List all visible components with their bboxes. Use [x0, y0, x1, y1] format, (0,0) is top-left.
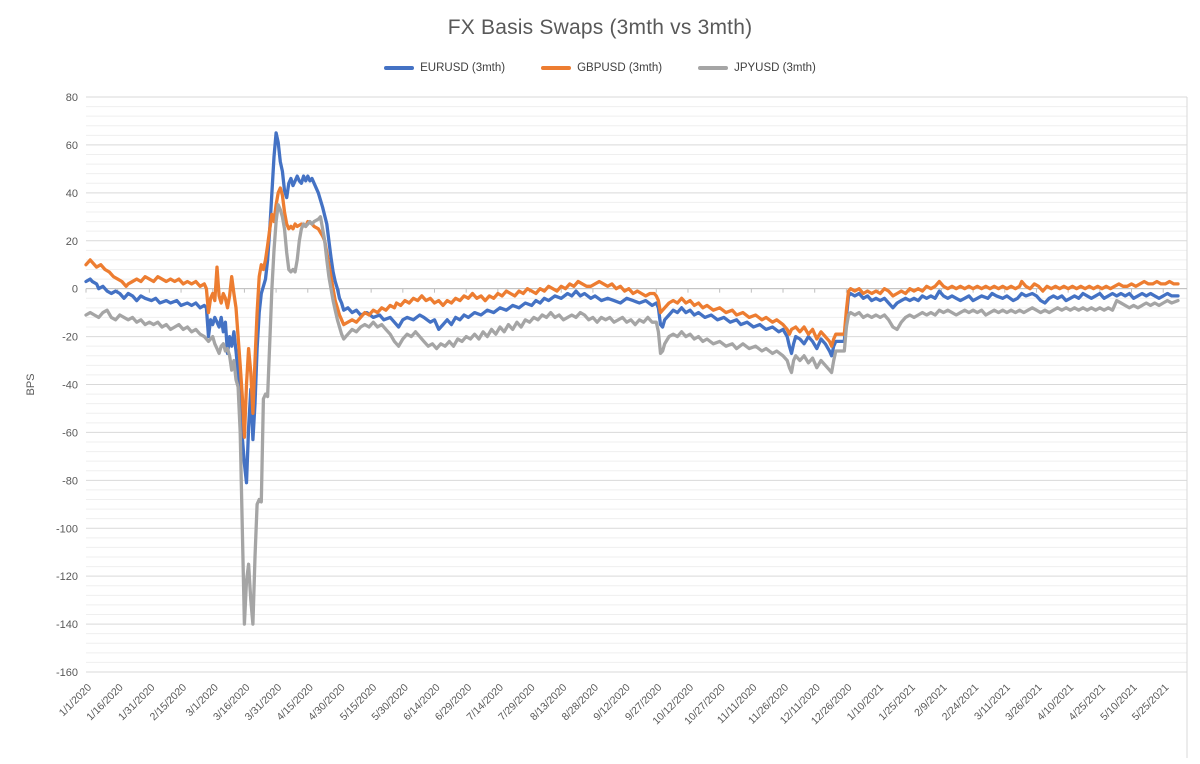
legend-item-eurusd: EURUSD (3mth) [384, 62, 505, 74]
series-line-eurusd [84, 131, 1180, 485]
gbpusd-line-swatch-icon [541, 66, 572, 70]
y-tick-label: 40 [66, 188, 78, 200]
y-tick-label: -20 [62, 332, 78, 344]
legend-label-eurusd: EURUSD (3mth) [420, 62, 506, 74]
chart-title: FX Basis Swaps (3mth vs 3mth) [447, 16, 753, 39]
y-tick-label: -40 [62, 380, 78, 392]
y-tick-label: 20 [66, 236, 78, 248]
y-tick-label: 60 [66, 140, 78, 152]
y-tick-label: -100 [56, 523, 78, 535]
legend-item-gbpusd: GBPUSD (3mth) [541, 62, 662, 74]
y-tick-label: -140 [56, 619, 78, 631]
y-axis-title: BPS [25, 373, 37, 395]
series-line-gbpusd [84, 186, 1180, 439]
y-tick-label: 80 [66, 92, 78, 104]
y-tick-label: -60 [62, 427, 78, 439]
chart-legend: EURUSD (3mth) GBPUSD (3mth) JPYUSD (3mth… [0, 62, 1200, 74]
legend-label-jpyusd: JPYUSD (3mth) [734, 62, 816, 74]
jpyusd-line-swatch-icon [698, 66, 729, 70]
y-tick-label: -80 [62, 475, 78, 487]
y-tick-label: -120 [56, 571, 78, 583]
y-tick-label: 0 [72, 284, 78, 296]
series-line-jpyusd [84, 203, 1180, 626]
eurusd-line-swatch-icon [384, 66, 415, 70]
legend-label-gbpusd: GBPUSD (3mth) [577, 62, 663, 74]
legend-item-jpyusd: JPYUSD (3mth) [698, 62, 816, 74]
y-tick-label: -160 [56, 667, 78, 679]
